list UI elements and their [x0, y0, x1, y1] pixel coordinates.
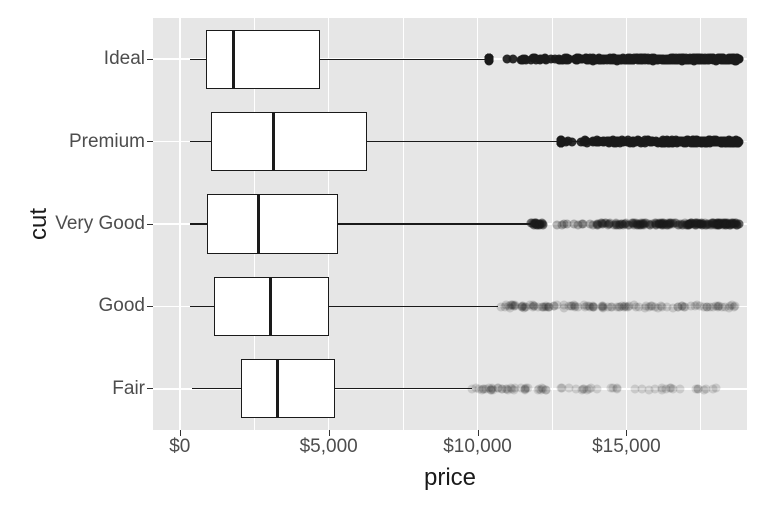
- outlier-point: [629, 54, 638, 63]
- outlier-point: [523, 384, 532, 393]
- median-line: [272, 112, 275, 171]
- y-tick-label: Good: [99, 295, 153, 317]
- outlier-point: [504, 385, 513, 394]
- outlier-point: [675, 385, 684, 394]
- outlier-point: [726, 220, 735, 229]
- y-tick-label: Premium: [69, 131, 153, 153]
- outlier-point: [553, 220, 562, 229]
- x-tick-label: $15,000: [592, 430, 661, 458]
- outlier-point: [614, 55, 623, 64]
- outlier-point: [542, 302, 551, 311]
- outlier-point: [485, 54, 494, 63]
- outlier-point: [672, 54, 681, 63]
- y-tick-label: Ideal: [104, 48, 153, 70]
- outlier-point: [636, 219, 645, 228]
- outlier-point: [517, 302, 526, 311]
- boxplot-chart: $0 $5,000 $10,000 $15,000 Fair Good Very Good P…: [0, 0, 768, 512]
- outlier-point: [535, 384, 544, 393]
- outlier-point: [589, 137, 598, 146]
- box: [206, 30, 320, 89]
- outlier-point: [598, 219, 607, 228]
- outlier-point: [693, 138, 702, 147]
- outlier-point: [589, 302, 598, 311]
- outlier-point: [557, 384, 566, 393]
- outlier-point: [697, 56, 706, 65]
- outlier-point: [645, 385, 654, 394]
- median-line: [276, 359, 279, 418]
- y-tick-label: Fair: [112, 378, 153, 400]
- outlier-point: [531, 220, 540, 229]
- box: [207, 194, 338, 253]
- outlier-point: [547, 55, 556, 64]
- outlier-point: [618, 219, 627, 228]
- outlier-point: [713, 54, 722, 63]
- outlier-point: [501, 303, 510, 312]
- outlier-point: [588, 54, 597, 63]
- x-tick-label: $0: [169, 430, 190, 458]
- median-line: [257, 194, 260, 253]
- outlier-point: [728, 301, 737, 310]
- outlier-point: [732, 53, 741, 62]
- box: [211, 112, 367, 171]
- box: [241, 359, 335, 418]
- outlier-point: [658, 385, 667, 394]
- outlier-point: [683, 220, 692, 229]
- outlier-point: [652, 220, 661, 229]
- x-axis-title: price: [424, 464, 476, 492]
- outlier-point: [560, 301, 569, 310]
- outlier-point: [531, 55, 540, 64]
- outlier-point: [479, 385, 488, 394]
- outlier-point: [631, 384, 640, 393]
- outlier-point: [699, 386, 708, 395]
- outlier-point: [638, 56, 647, 65]
- outlier-point: [714, 303, 723, 312]
- outlier-point: [575, 54, 584, 63]
- outlier-point: [680, 302, 689, 311]
- outlier-point: [586, 383, 595, 392]
- median-line: [269, 277, 272, 336]
- outlier-point: [712, 384, 721, 393]
- outlier-point: [561, 54, 570, 63]
- outlier-point: [629, 138, 638, 147]
- outlier-point: [662, 221, 671, 230]
- outlier-point: [653, 138, 662, 147]
- y-tick-label: Very Good: [55, 213, 153, 235]
- outlier-point: [579, 301, 588, 310]
- outlier-point: [634, 303, 643, 312]
- median-line: [232, 30, 235, 89]
- outlier-point: [600, 136, 609, 145]
- outlier-point: [606, 383, 615, 392]
- x-tick-label: $10,000: [443, 430, 512, 458]
- outlier-point: [494, 384, 503, 393]
- outlier-point: [665, 137, 674, 146]
- y-axis-title: cut: [25, 208, 53, 240]
- outlier-point: [614, 136, 623, 145]
- outlier-point: [727, 137, 736, 146]
- outlier-point: [556, 136, 565, 145]
- outlier-point: [654, 54, 663, 63]
- outlier-point: [694, 218, 703, 227]
- outlier-point: [669, 303, 678, 312]
- plot-panel: $0$5,000$10,000$15,000FairGoodVery GoodP…: [153, 18, 747, 430]
- outlier-point: [651, 302, 660, 311]
- outlier-point: [572, 385, 581, 394]
- outlier-point: [577, 219, 586, 228]
- x-tick-label: $5,000: [300, 430, 358, 458]
- outlier-point: [615, 302, 624, 311]
